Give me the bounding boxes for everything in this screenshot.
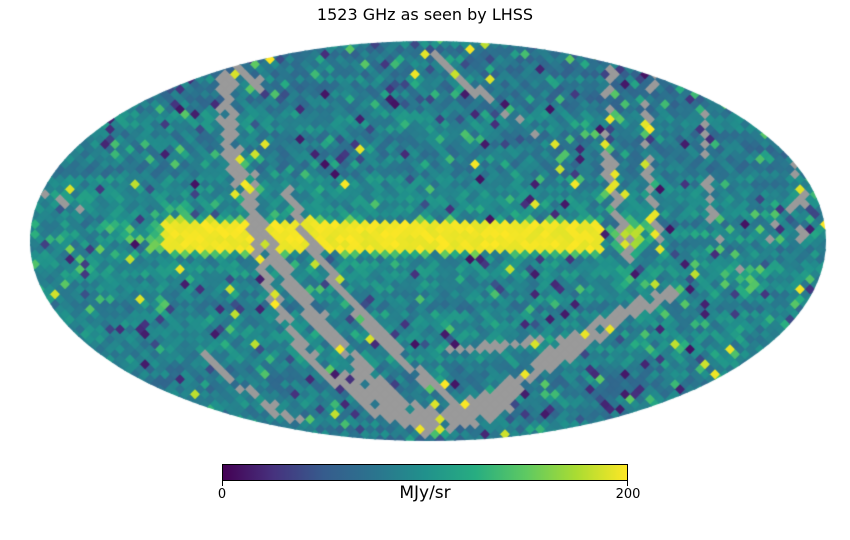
sky-map-canvas (0, 0, 850, 460)
colorbar-max-tick-mark (627, 481, 628, 486)
colorbar-unit-label: MJy/sr (399, 483, 451, 503)
colorbar-max-label: 200 (615, 487, 641, 502)
colorbar-gradient (222, 464, 628, 481)
figure-title: 1523 GHz as seen by LHSS (316, 5, 534, 24)
colorbar-min-label: 0 (217, 487, 227, 502)
colorbar-min-tick-mark (222, 481, 223, 486)
